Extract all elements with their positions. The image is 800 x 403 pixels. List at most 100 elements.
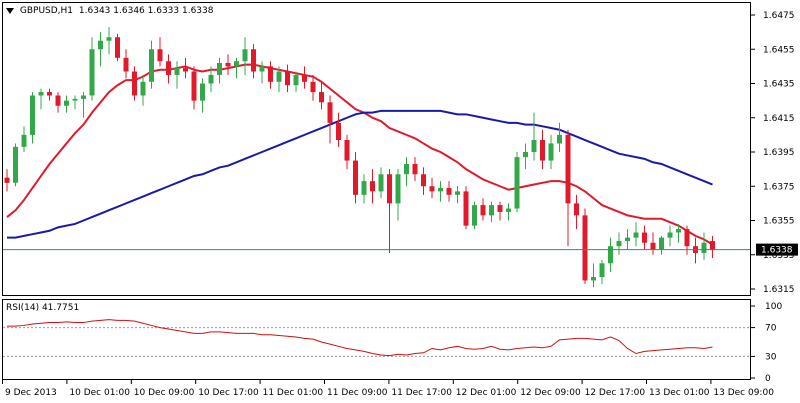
candle-body bbox=[64, 100, 69, 106]
candle bbox=[395, 169, 401, 221]
time-tick-label: 10 Dec 17:00 bbox=[198, 388, 259, 398]
candle bbox=[259, 61, 265, 84]
candle bbox=[667, 225, 673, 247]
candle-body bbox=[293, 74, 299, 86]
candle-body bbox=[106, 37, 112, 41]
candle bbox=[13, 143, 18, 187]
ma-slow-line bbox=[7, 109, 713, 239]
candle bbox=[55, 92, 61, 113]
moving-averages bbox=[6, 63, 714, 246]
candle bbox=[234, 57, 239, 79]
candle bbox=[225, 54, 231, 75]
candle-body bbox=[480, 205, 486, 216]
candle bbox=[506, 203, 511, 221]
price-tick-label: 1.6315 bbox=[763, 285, 795, 295]
candle-body bbox=[81, 95, 86, 99]
candle-body bbox=[455, 191, 460, 195]
candle-body bbox=[140, 81, 146, 96]
price-tick-label: 1.6435 bbox=[763, 80, 795, 90]
candle bbox=[21, 126, 27, 152]
candle-body bbox=[472, 205, 477, 226]
candle bbox=[327, 95, 333, 144]
candle bbox=[30, 92, 35, 144]
time-tick-label: 10 Dec 09:00 bbox=[134, 388, 195, 398]
candle-body bbox=[21, 134, 27, 147]
candle bbox=[489, 201, 494, 223]
candle-body bbox=[302, 74, 307, 82]
candle bbox=[64, 95, 69, 113]
candle bbox=[81, 92, 86, 118]
candle bbox=[370, 169, 375, 204]
rsi-line-group bbox=[7, 319, 713, 357]
ma-fast-line bbox=[6, 63, 714, 246]
candle-body bbox=[497, 205, 503, 212]
candle bbox=[217, 57, 222, 84]
rsi-tick-label: 100 bbox=[765, 302, 782, 312]
candle-body bbox=[149, 49, 154, 82]
candle-body bbox=[548, 143, 554, 161]
candle-body bbox=[174, 68, 180, 75]
candle bbox=[157, 37, 163, 67]
candle bbox=[132, 66, 137, 101]
candle-body bbox=[225, 62, 231, 67]
candle-body bbox=[523, 152, 528, 158]
candle-body bbox=[72, 98, 78, 101]
candle bbox=[98, 32, 103, 67]
candle-body bbox=[565, 134, 571, 204]
candle-body bbox=[540, 140, 545, 161]
candle-body bbox=[251, 49, 256, 72]
candle bbox=[115, 33, 120, 62]
rsi-line bbox=[7, 319, 713, 357]
ohlc-values: 1.6343 1.6346 1.6333 1.6338 bbox=[78, 6, 214, 16]
candle bbox=[438, 181, 443, 202]
candle bbox=[591, 263, 596, 288]
candle bbox=[625, 229, 630, 250]
candle-body bbox=[89, 49, 95, 96]
candle-body bbox=[642, 232, 647, 243]
symbol-timeframe: GBPUSD,H1 bbox=[19, 6, 74, 16]
candle-body bbox=[616, 241, 622, 247]
candle bbox=[200, 78, 205, 113]
candle bbox=[387, 169, 392, 254]
candle bbox=[599, 259, 605, 284]
price-tick-label: 1.6415 bbox=[763, 114, 795, 124]
candle-body bbox=[259, 66, 265, 72]
candle bbox=[378, 167, 384, 199]
candle bbox=[463, 186, 469, 230]
candle bbox=[710, 235, 715, 259]
candle-body bbox=[98, 40, 103, 50]
candle bbox=[38, 88, 44, 110]
candle-body bbox=[132, 71, 137, 96]
candle-body bbox=[310, 81, 316, 93]
time-tick-label: 11 Dec 09:00 bbox=[327, 388, 388, 398]
candle-body bbox=[412, 163, 418, 175]
time-tick-label: 12 Dec 09:00 bbox=[520, 388, 581, 398]
rsi-tick-label: 70 bbox=[765, 324, 777, 334]
candle bbox=[47, 88, 52, 101]
candle bbox=[166, 54, 171, 84]
triangle-down-icon[interactable] bbox=[6, 7, 14, 14]
candle-body bbox=[633, 232, 639, 238]
candle-body bbox=[591, 277, 596, 281]
candle-body bbox=[404, 163, 409, 175]
candle-body bbox=[242, 49, 248, 62]
candle bbox=[183, 57, 188, 79]
time-tick-label: 9 Dec 2013 bbox=[5, 388, 57, 398]
candle-body bbox=[489, 205, 494, 216]
candle-body bbox=[353, 160, 358, 195]
candle-body bbox=[684, 229, 690, 247]
candle-body bbox=[608, 246, 613, 264]
candle-body bbox=[123, 57, 129, 72]
candle bbox=[293, 71, 299, 93]
candle bbox=[701, 232, 707, 260]
time-axis: 9 Dec 2013 10 Dec 01:00 10 Dec 09:00 10 Dec… bbox=[2, 380, 774, 398]
candle-body bbox=[625, 237, 630, 242]
candle bbox=[174, 61, 180, 89]
bid-price-label: 1.6338 bbox=[761, 246, 793, 256]
candle bbox=[616, 232, 622, 255]
candle-body bbox=[47, 92, 52, 96]
candle bbox=[123, 49, 129, 79]
time-tick-label: 13 Dec 01:00 bbox=[649, 388, 710, 398]
